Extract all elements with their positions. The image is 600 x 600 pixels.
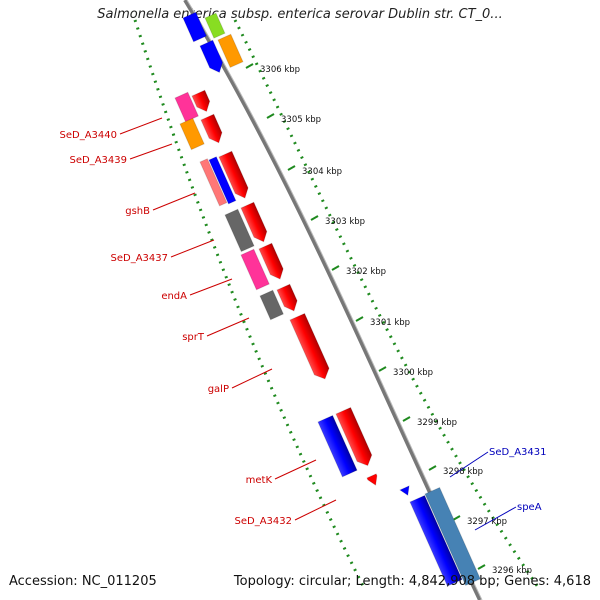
gene-label[interactable]: SeD_A3439 <box>70 155 128 166</box>
map-title: Salmonella enterica subsp. enterica sero… <box>97 7 503 22</box>
label-leader-line <box>274 459 317 480</box>
gene-labels: SeD_A3440 SeD_A3439 gshB SeD_A3437 endA sprT g… <box>60 117 547 531</box>
label-leader-line <box>231 368 273 389</box>
gene-label[interactable]: SeD_A3440 <box>60 130 118 141</box>
kbp-tick-label: 3302 kbp <box>346 267 386 277</box>
gene-block-SeD_A3431[interactable] <box>409 494 463 587</box>
genome-summary-text: Topology: circular; Length: 4,842,908 bp… <box>233 574 591 589</box>
gene-label[interactable]: metK <box>246 475 273 486</box>
gene-block-endA[interactable] <box>240 248 270 291</box>
kbp-tick-label: 3297 kbp <box>467 517 507 527</box>
kbp-tick-label: 3301 kbp <box>370 318 410 328</box>
label-leader-line <box>449 451 489 478</box>
gene-block[interactable] <box>218 150 251 201</box>
gene-block[interactable] <box>191 89 213 114</box>
gene-track <box>174 11 481 587</box>
gene-block[interactable] <box>200 113 225 145</box>
scale-ring-1 <box>233 19 542 591</box>
kbp-tick-label: 3303 kbp <box>325 217 365 227</box>
label-leader-line <box>206 317 250 337</box>
gene-label[interactable]: SeD_A3431 <box>489 447 547 458</box>
gene-block-sprT[interactable] <box>259 289 285 321</box>
gene-block[interactable] <box>258 242 286 282</box>
label-leader-line <box>129 143 173 160</box>
kbp-tick-label: 3296 kbp <box>492 566 532 576</box>
gene-block[interactable] <box>398 485 412 497</box>
scale-ring-0 <box>133 19 367 591</box>
gene-label[interactable]: SeD_A3432 <box>235 516 293 527</box>
gene-block[interactable] <box>204 12 226 39</box>
label-leader-line <box>474 506 517 531</box>
label-leader-line <box>294 499 337 521</box>
accession-text: Accession: NC_011205 <box>9 574 157 589</box>
gene-label[interactable]: speA <box>517 502 542 513</box>
gene-block-galP[interactable] <box>289 312 332 382</box>
gene-block[interactable] <box>366 473 380 487</box>
kbp-tick-label: 3305 kbp <box>281 115 321 125</box>
kbp-tick-label: 3298 kbp <box>443 467 483 477</box>
gene-block[interactable] <box>240 201 270 244</box>
gene-block-metK[interactable] <box>317 414 358 478</box>
scale-labels: 3306 kbp 3305 kbp 3304 kbp 3303 kbp 3302 kbp… <box>245 63 532 576</box>
gene-block[interactable] <box>182 11 208 43</box>
gene-label[interactable]: galP <box>208 384 229 395</box>
label-leader-line <box>119 117 163 135</box>
gene-block[interactable] <box>217 33 244 69</box>
gene-label[interactable]: endA <box>161 291 187 302</box>
label-leader-line <box>189 278 233 296</box>
gene-label[interactable]: gshB <box>125 206 150 217</box>
gene-block-SeD_A3439[interactable] <box>179 117 205 151</box>
label-leader-line <box>170 239 215 258</box>
gene-block[interactable] <box>199 39 226 75</box>
kbp-tick-label: 3299 kbp <box>417 418 457 428</box>
gene-block[interactable] <box>335 406 375 468</box>
gene-block[interactable] <box>276 283 300 313</box>
gene-label[interactable]: sprT <box>182 332 205 343</box>
gene-block-speA[interactable] <box>424 486 481 587</box>
label-leader-line <box>152 192 196 211</box>
gene-block[interactable] <box>208 156 237 205</box>
kbp-tick-label: 3300 kbp <box>393 368 433 378</box>
gene-label[interactable]: SeD_A3437 <box>111 253 169 264</box>
kbp-tick-label: 3304 kbp <box>302 167 342 177</box>
kbp-tick-label: 3306 kbp <box>260 65 300 75</box>
gene-block-gshB[interactable] <box>199 158 228 207</box>
gene-block-SeD_A3437[interactable] <box>224 208 255 253</box>
